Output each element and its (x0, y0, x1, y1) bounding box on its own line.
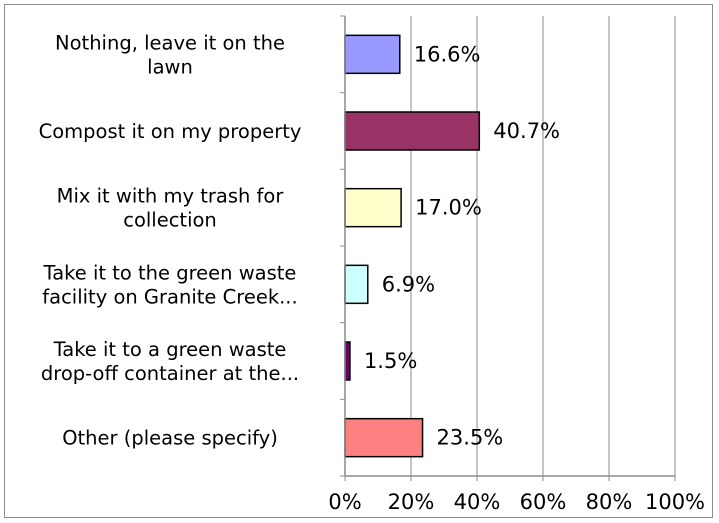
category-label: Other (please specify) (62, 427, 278, 450)
category-label: drop-off container at the... (41, 362, 299, 385)
data-label: 17.0% (415, 196, 482, 220)
data-label: 40.7% (493, 119, 560, 143)
bars (344, 34, 481, 458)
bar (344, 111, 481, 151)
gridlines (410, 16, 676, 476)
category-label: Take it to the green waste (43, 261, 297, 284)
x-tick-label: 80% (586, 490, 633, 514)
category-label: Mix it with my trash for (57, 185, 285, 208)
data-label: 23.5% (437, 426, 504, 450)
data-label: 16.6% (414, 42, 481, 66)
x-tick-label: 0% (328, 490, 361, 514)
bar (344, 417, 424, 458)
category-label: lawn (147, 55, 193, 78)
category-label: Take it to a green waste (53, 338, 287, 361)
x-tick-label: 100% (645, 490, 705, 514)
category-label: Compost it on my property (39, 120, 302, 143)
category-label: collection (123, 209, 217, 232)
bar (344, 264, 369, 305)
x-tick-label: 20% (388, 490, 435, 514)
bar (344, 187, 402, 228)
category-label: facility on Granite Creek... (42, 285, 297, 308)
chart-frame (4, 4, 713, 518)
bar (344, 34, 401, 75)
data-label: 1.5% (364, 349, 417, 373)
data-label: 6.9% (382, 272, 435, 296)
x-tick-label: 60% (520, 490, 567, 514)
x-tick-labels: 0% 20% 40% 60% 80% 100% (328, 490, 705, 514)
axes (340, 15, 676, 481)
data-labels: 16.6% 40.7% 17.0% 6.9% 1.5% 23.5% (364, 42, 560, 449)
category-label: Nothing, leave it on the (55, 31, 285, 54)
x-tick-label: 40% (454, 490, 501, 514)
